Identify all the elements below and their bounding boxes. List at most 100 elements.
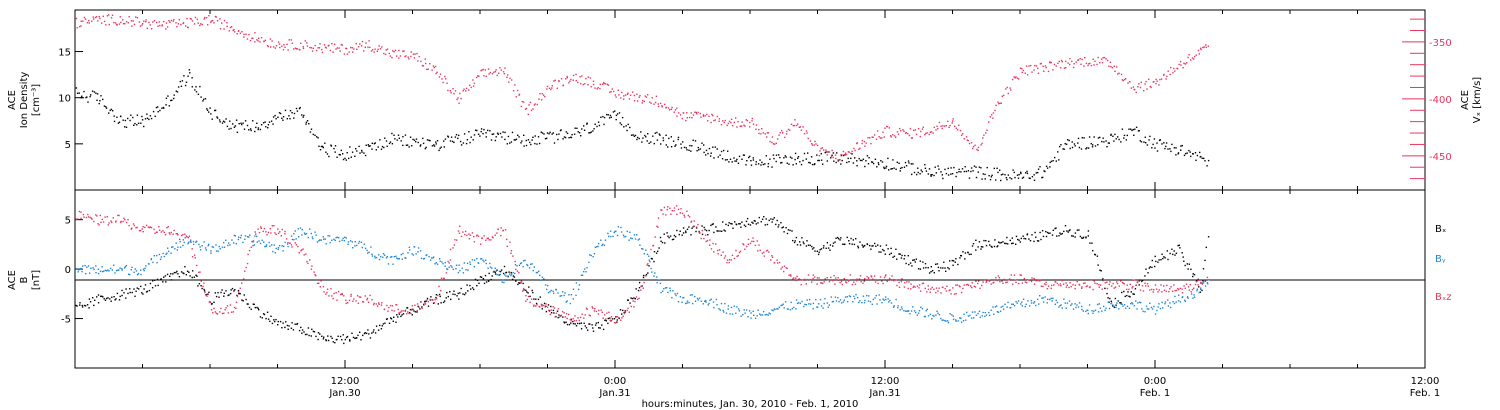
data-point: [672, 140, 675, 142]
data-point: [525, 144, 528, 147]
data-point: [563, 322, 566, 324]
data-point: [861, 301, 863, 304]
data-point: [179, 246, 182, 248]
data-point: [1177, 287, 1179, 290]
data-point: [1181, 288, 1183, 290]
data-point: [1121, 291, 1123, 294]
data-point: [1045, 281, 1047, 284]
data-point: [872, 278, 874, 280]
data-point: [260, 37, 263, 39]
data-point: [1190, 59, 1192, 61]
data-point: [843, 278, 845, 280]
data-point: [621, 91, 623, 94]
data-point: [1191, 57, 1194, 59]
data-point: [875, 294, 877, 297]
data-point: [426, 299, 428, 301]
data-point: [1065, 60, 1067, 63]
data-point: [546, 306, 549, 308]
data-point: [803, 152, 806, 155]
data-point: [336, 299, 338, 301]
data-point: [657, 250, 659, 252]
data-point: [631, 237, 633, 240]
data-point: [808, 303, 810, 305]
data-point: [229, 120, 231, 122]
data-point: [1087, 312, 1089, 315]
data-point: [386, 256, 388, 258]
data-point: [1079, 58, 1081, 60]
data-point: [966, 283, 969, 286]
data-point: [1011, 303, 1013, 305]
data-point: [899, 309, 901, 311]
data-point: [113, 296, 115, 298]
data-point: [101, 266, 103, 268]
data-point: [982, 173, 984, 175]
data-point: [1105, 307, 1107, 309]
data-point: [653, 103, 655, 105]
data-point: [82, 97, 84, 99]
data-point: [506, 143, 508, 145]
data-point: [177, 23, 180, 25]
data-point: [730, 118, 733, 120]
data-point: [898, 162, 900, 164]
data-point: [640, 289, 642, 291]
data-point: [384, 137, 386, 139]
data-point: [995, 104, 997, 107]
data-point: [265, 317, 267, 320]
data-point: [302, 46, 304, 48]
data-point: [887, 298, 889, 300]
data-point: [587, 84, 589, 86]
data-point: [473, 259, 476, 261]
data-point: [330, 145, 333, 147]
data-point: [719, 154, 721, 156]
data-point: [760, 221, 762, 223]
data-point: [399, 311, 402, 313]
data-point: [1042, 285, 1044, 288]
data-point: [1139, 140, 1141, 142]
data-point: [106, 216, 108, 218]
data-point: [504, 229, 507, 231]
data-point: [369, 337, 372, 339]
data-point: [1039, 295, 1041, 297]
data-point: [387, 263, 390, 265]
data-point: [334, 43, 336, 46]
data-point: [1022, 298, 1025, 300]
data-point: [195, 241, 197, 243]
data-point: [820, 305, 823, 307]
data-point: [672, 238, 675, 240]
data-point: [173, 229, 175, 232]
data-point: [301, 329, 304, 331]
data-point: [903, 286, 906, 288]
data-point: [1122, 305, 1124, 307]
data-point: [168, 232, 170, 234]
data-point: [1051, 284, 1053, 287]
data-point: [453, 290, 455, 292]
data-point: [984, 312, 986, 314]
data-point: [265, 126, 267, 128]
data-point: [249, 39, 252, 42]
data-point: [1114, 70, 1116, 72]
data-point: [734, 160, 736, 162]
data-point: [1106, 59, 1109, 62]
data-point: [1190, 291, 1192, 293]
data-point: [187, 26, 189, 29]
data-point: [737, 308, 740, 310]
data-point: [425, 146, 427, 149]
data-point: [98, 102, 100, 105]
data-point: [85, 216, 88, 219]
data-point: [1153, 305, 1155, 308]
data-point: [613, 90, 615, 93]
data-point: [1055, 160, 1057, 162]
data-point: [214, 15, 217, 18]
data-point: [633, 306, 635, 308]
data-point: [355, 148, 357, 150]
data-point: [240, 122, 242, 124]
data-point: [135, 227, 137, 229]
data-point: [942, 319, 944, 321]
data-point: [850, 237, 852, 240]
data-point: [817, 253, 820, 256]
data-point: [373, 51, 375, 53]
data-point: [999, 242, 1001, 244]
data-point: [917, 167, 919, 169]
data-point: [944, 168, 946, 171]
data-point: [678, 112, 680, 114]
